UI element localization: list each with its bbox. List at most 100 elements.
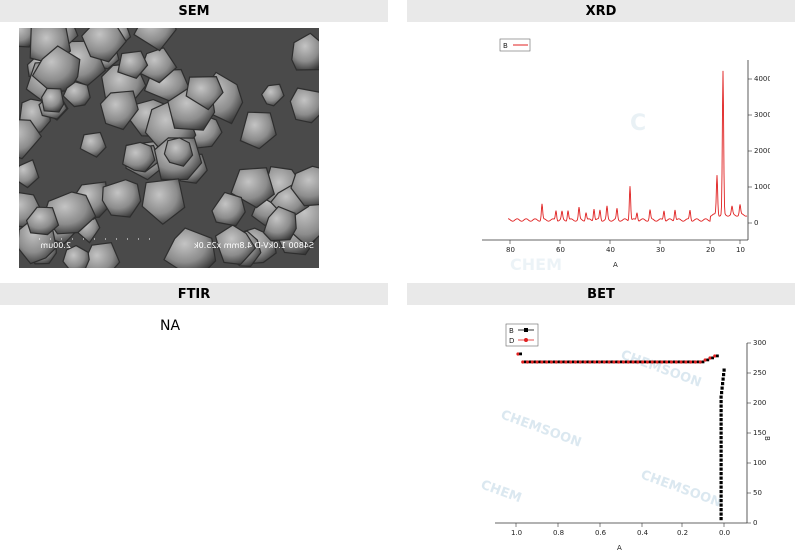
bet-point-d <box>530 360 534 364</box>
sem-crystal <box>81 28 127 63</box>
bet-point-b <box>629 360 633 364</box>
xrd-xtick: 10 <box>736 246 745 254</box>
bet-xtick: 1.0 <box>511 529 522 537</box>
bet-legend-d: D <box>509 337 514 345</box>
sem-crystal <box>260 83 285 107</box>
sem-crystal <box>214 224 257 266</box>
xrd-xlabel: A <box>613 261 618 269</box>
bet-point-b <box>719 422 723 426</box>
bet-ytick: 100 <box>753 459 766 467</box>
bet-point-d <box>631 360 635 364</box>
sem-crystal <box>141 178 186 225</box>
bet-point-b <box>644 360 647 364</box>
xrd-ytick: 0 <box>754 219 758 227</box>
bet-point-b <box>719 404 723 408</box>
sem-crystal <box>62 81 91 108</box>
bet-point-b <box>719 494 723 498</box>
bet-point-d <box>626 360 630 364</box>
bet-ytick: 250 <box>753 369 766 377</box>
bet-point-b <box>600 360 604 364</box>
bet-point-d <box>708 356 712 360</box>
bet-point-b <box>524 360 527 364</box>
bet-point-d <box>679 360 683 364</box>
bet-point-d <box>670 360 674 364</box>
bet-point-b <box>719 512 723 516</box>
xrd-header: XRD <box>407 0 795 22</box>
bet-point-b <box>719 463 723 467</box>
bet-point-d <box>569 360 573 364</box>
bet-point-d <box>574 360 578 364</box>
xrd-series-b <box>508 70 748 222</box>
bet-point-b <box>719 490 723 494</box>
xrd-xtick: 30 <box>656 246 665 254</box>
bet-point-b <box>722 368 726 372</box>
bet-point-b <box>639 360 642 364</box>
bet-point-b <box>719 395 723 399</box>
bet-point-d <box>684 360 688 364</box>
sem-micrograph: S4800 1.0kV-D 4.8mm x25.0k 2.00um <box>19 28 319 268</box>
bet-ytick: 0 <box>753 519 757 527</box>
sem-crystal <box>211 191 246 227</box>
bet-point-b <box>719 440 723 444</box>
bet-ylabel: B <box>763 436 771 441</box>
bet-point-d <box>564 360 568 364</box>
bet-legend <box>505 323 539 347</box>
bet-point-b <box>719 499 723 503</box>
bet-point-d <box>650 360 654 364</box>
bet-point-d <box>578 360 582 364</box>
bet-point-d <box>535 360 539 364</box>
bet-xtick: 0.8 <box>553 529 564 537</box>
bet-point-d <box>641 360 645 364</box>
sem-crystal <box>239 111 277 150</box>
bet-point-d <box>674 360 678 364</box>
sem-crystal <box>185 75 224 111</box>
bet-point-b <box>533 360 537 364</box>
bet-point-d <box>545 360 549 364</box>
bet-point-b <box>658 360 662 364</box>
svg-text:CHEMSOON: CHEMSOON <box>499 408 584 451</box>
bet-point-b <box>696 360 700 364</box>
sem-crystal <box>290 165 319 207</box>
bet-point-b <box>538 360 542 364</box>
svg-text:C: C <box>630 111 646 136</box>
xrd-ytick: 3000 <box>754 111 770 119</box>
bet-point-d <box>636 360 640 364</box>
xrd-ytick: 2000 <box>754 147 770 155</box>
svg-text:CHEMSOON: CHEMSOON <box>639 468 724 511</box>
bet-point-b <box>591 360 594 364</box>
bet-point-d <box>689 360 693 364</box>
bet-point-b <box>719 517 723 521</box>
sem-crystal <box>122 141 156 173</box>
xrd-xtick: 40 <box>606 246 615 254</box>
bet-point-b <box>615 360 618 364</box>
bet-point-d <box>521 360 525 364</box>
bet-point-b <box>548 360 551 364</box>
bet-ytick: 150 <box>753 429 766 437</box>
bet-point-d <box>713 354 717 358</box>
bet-point-b <box>663 360 666 364</box>
xrd-chart: C CHEM 80 60 40 30 20 10 0 1000 2000 3000 4000 A … <box>470 30 772 280</box>
bet-xtick: 0.2 <box>677 529 688 537</box>
bet-point-d <box>593 360 597 364</box>
bet-header: BET <box>407 283 795 305</box>
sem-header: SEM <box>0 0 388 22</box>
bet-point-b <box>581 360 585 364</box>
bet-point-b <box>720 386 724 390</box>
bet-point-d <box>526 360 530 364</box>
ftir-header-label: FTIR <box>177 286 211 302</box>
bet-ytick: 200 <box>753 399 766 407</box>
bet-point-b <box>721 382 725 386</box>
sem-crystal <box>79 131 107 158</box>
bet-point-b <box>719 418 723 422</box>
bet-point-b <box>722 373 726 377</box>
bet-point-b <box>719 503 723 507</box>
bet-point-d <box>559 360 563 364</box>
bet-xlabel: A <box>617 544 622 552</box>
svg-text:CHEM: CHEM <box>479 478 524 507</box>
bet-point-b <box>719 454 723 458</box>
bet-point-b <box>668 360 671 364</box>
bet-point-b <box>557 360 561 364</box>
sem-crystal <box>40 87 65 113</box>
bet-point-b <box>719 413 723 417</box>
